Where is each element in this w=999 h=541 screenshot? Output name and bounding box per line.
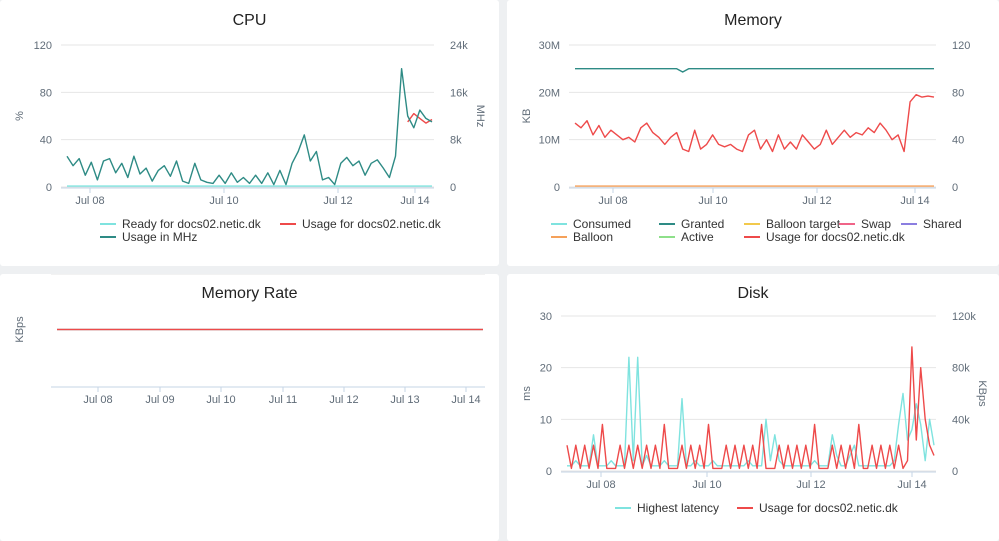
disk-xtick-0: Jul 08 xyxy=(586,479,615,491)
memory-rate-chart-panel: Memory Rate 0 Jul 08 Jul 09 Jul 10 Jul 11 Jul … xyxy=(0,274,499,541)
legend-item-memory-usage-for-docs02-netic-dk: Usage for docs02.netic.dk xyxy=(766,230,906,244)
disk-ytick-1: 10 xyxy=(540,414,552,426)
memory-rate-ytick-0: 0 xyxy=(36,274,42,277)
legend-item-cpu-ready-for-docs02-netic-dk: Ready for docs02.netic.dk xyxy=(122,217,262,231)
cpu-ytick-0: 0 xyxy=(46,182,52,194)
memory-series-usage-for-docs02-netic-dk xyxy=(574,94,935,153)
legend-item-memory-balloon: Balloon xyxy=(573,230,613,244)
cpu-ytick-1: 40 xyxy=(40,135,52,147)
cpu-series-usage-for-docs02-netic-dk xyxy=(407,112,433,124)
memory-ytick-right-2: 80 xyxy=(952,87,964,99)
cpu-xtick-2: Jul 12 xyxy=(323,195,352,207)
memory-ytick-right-0: 0 xyxy=(952,182,958,194)
disk-ytick-right-1: 40k xyxy=(952,414,970,426)
cpu-xtick-3: Jul 14 xyxy=(400,195,429,207)
disk-xtick-3: Jul 14 xyxy=(897,479,926,491)
cpu-ytick-right-1: 8k xyxy=(450,135,462,147)
disk-ylabel-right: KBps xyxy=(976,380,988,407)
memory-chart-panel: Memory 0 0 10M 40 20M 80 30M 120 Jul 08 Jul 10 Jul … xyxy=(507,0,999,266)
disk-ytick-right-0: 0 xyxy=(952,466,958,478)
memory-rate-xtick-6: Jul 14 xyxy=(451,394,480,406)
cpu-xtick-0: Jul 08 xyxy=(75,195,104,207)
cpu-ytick-right-3: 24k xyxy=(450,40,468,52)
disk-ytick-right-2: 80k xyxy=(952,363,970,375)
memory-rate-ylabel: KBps xyxy=(14,316,26,343)
legend-item-disk-highest-latency: Highest latency xyxy=(637,501,719,515)
legend-item-memory-granted: Granted xyxy=(681,217,724,231)
memory-xtick-1: Jul 10 xyxy=(698,195,727,207)
cpu-ytick-3: 120 xyxy=(34,40,52,52)
memory-ytick-2: 20M xyxy=(539,87,560,99)
disk-ylabel: ms xyxy=(521,386,533,401)
memory-ytick-0: 0 xyxy=(554,182,560,194)
cpu-ylabel: % xyxy=(14,111,26,121)
disk-xtick-1: Jul 10 xyxy=(692,479,721,491)
disk-series-usage-for-docs02-netic-dk xyxy=(566,346,935,470)
memory-rate-chart: Memory Rate 0 Jul 08 Jul 09 Jul 10 Jul 11 Jul … xyxy=(14,274,485,406)
memory-xtick-3: Jul 14 xyxy=(900,195,929,207)
memory-chart: Memory 0 0 10M 40 20M 80 30M 120 Jul 08 Jul 10 Jul … xyxy=(521,12,970,244)
legend-item-memory-shared: Shared xyxy=(923,217,962,231)
memory-rate-xtick-2: Jul 10 xyxy=(206,394,235,406)
disk-ytick-0: 0 xyxy=(546,466,552,478)
disk-ytick-right-3: 120k xyxy=(952,311,976,323)
memory-ytick-3: 30M xyxy=(539,40,560,52)
memory-rate-xtick-0: Jul 08 xyxy=(83,394,112,406)
memory-ylabel: KB xyxy=(521,109,533,124)
cpu-ylabel-right: MHz xyxy=(474,105,486,128)
memory-rate-xtick-3: Jul 11 xyxy=(269,394,298,406)
disk-ytick-3: 30 xyxy=(540,311,552,323)
disk-xtick-2: Jul 12 xyxy=(796,479,825,491)
memory-rate-xtick-5: Jul 13 xyxy=(390,394,419,406)
memory-title: Memory xyxy=(724,12,782,29)
memory-rate-xtick-4: Jul 12 xyxy=(329,394,358,406)
legend-item-disk-usage-for-docs02-netic-dk: Usage for docs02.netic.dk xyxy=(759,501,899,515)
legend-item-memory-consumed: Consumed xyxy=(573,217,631,231)
disk-chart-panel: Disk 0 0 10 40k 20 80k 30 120k Jul 08 Jul 10 Jul 12… xyxy=(507,274,999,541)
legend-item-cpu-usage-for-docs02-netic-dk: Usage for docs02.netic.dk xyxy=(302,217,442,231)
legend-item-memory-active: Active xyxy=(681,230,714,244)
cpu-chart-panel: CPU 0 0 40 8k 80 16k 120 24k Jul 08 Jul 10 Jul 12 Ju… xyxy=(0,0,499,266)
legend-item-memory-balloon-target: Balloon target xyxy=(766,217,841,231)
cpu-series-usage-in-mhz xyxy=(66,68,433,186)
disk-title: Disk xyxy=(737,285,769,302)
memory-xtick-0: Jul 08 xyxy=(598,195,627,207)
cpu-ytick-right-2: 16k xyxy=(450,87,468,99)
cpu-ytick-right-0: 0 xyxy=(450,182,456,194)
memory-rate-xtick-1: Jul 09 xyxy=(145,394,174,406)
legend-item-memory-swap: Swap xyxy=(861,217,891,231)
memory-series-granted xyxy=(575,68,934,73)
legend-item-cpu-usage-in-mhz: Usage in MHz xyxy=(122,230,197,244)
cpu-chart: CPU 0 0 40 8k 80 16k 120 24k Jul 08 Jul 10 Jul 12 Ju… xyxy=(14,12,486,244)
cpu-ytick-2: 80 xyxy=(40,87,52,99)
memory-ytick-1: 10M xyxy=(539,135,560,147)
disk-series-highest-latency xyxy=(567,356,935,467)
disk-chart: Disk 0 0 10 40k 20 80k 30 120k Jul 08 Jul 10 Jul 12… xyxy=(521,285,988,515)
memory-ytick-right-1: 40 xyxy=(952,135,964,147)
memory-ytick-right-3: 120 xyxy=(952,40,970,52)
cpu-title: CPU xyxy=(233,12,267,29)
memory-rate-title: Memory Rate xyxy=(201,285,297,302)
disk-ytick-2: 20 xyxy=(540,363,552,375)
cpu-xtick-1: Jul 10 xyxy=(209,195,238,207)
memory-xtick-2: Jul 12 xyxy=(802,195,831,207)
